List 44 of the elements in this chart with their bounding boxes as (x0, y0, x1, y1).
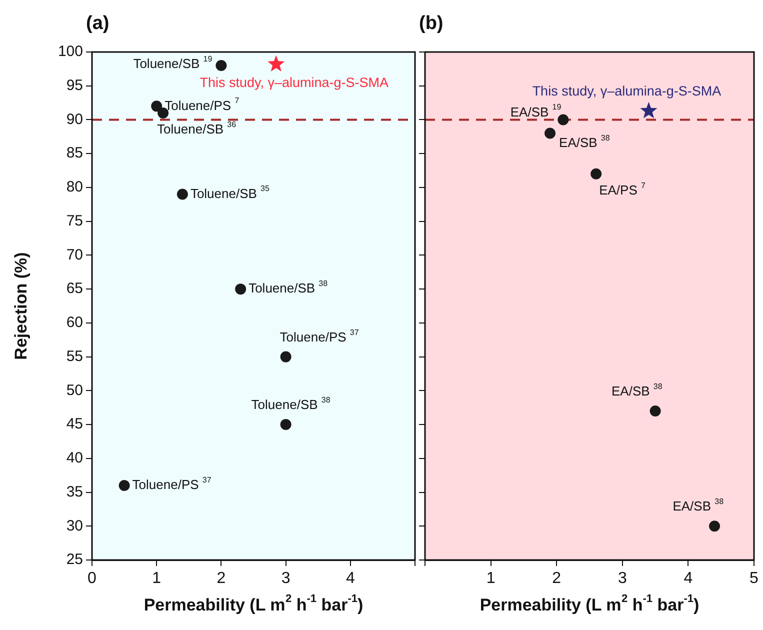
y-tick-label: 55 (66, 348, 83, 365)
y-tick-label: 25 (66, 551, 83, 568)
annotation: Toluene/SB 38 (248, 279, 328, 296)
x-tick-label: 4 (346, 570, 355, 588)
x-tick-label: 2 (552, 570, 562, 588)
y-tick-label: 50 (66, 382, 83, 399)
y-tick-label: 100 (58, 43, 83, 60)
y-tick-label: 30 (66, 517, 83, 534)
y-tick-label: 95 (66, 77, 83, 94)
x-tick-label: 1 (152, 570, 162, 588)
annotation: Toluene/PS 7 (164, 96, 240, 113)
chart-title: (a) (86, 13, 110, 34)
y-tick-label: 90 (66, 110, 83, 128)
y-tick-label: 75 (66, 212, 83, 230)
series-label: This study, γ–alumina-g-S-SMA (532, 84, 722, 99)
annotation: EA/SB 38 (559, 133, 610, 150)
annotation: Toluene/PS 37 (280, 328, 360, 344)
annotation: Toluene/SB 19 (133, 54, 213, 72)
annotation: EA/PS 7 (599, 180, 646, 198)
annotation: Toluene/SB 35 (190, 184, 270, 201)
annotation: Toluene/SB 38 (251, 396, 331, 412)
y-tick-label: 45 (66, 416, 83, 433)
y-tick-label: 35 (66, 483, 83, 500)
y-tick-label: 80 (66, 178, 83, 196)
y-tick-label: 65 (66, 280, 83, 298)
chart-title: (b) (419, 13, 444, 34)
y-axis-title: Rejection (%) (12, 252, 31, 360)
x-tick-label: 2 (216, 570, 226, 588)
annotation: Toluene/PS 37 (132, 475, 212, 492)
x-tick-label: 0 (88, 570, 97, 588)
annotation: EA/SB 38 (672, 497, 724, 514)
y-tick-label: 60 (66, 314, 83, 332)
annotation: Toluene/SB 36 (157, 120, 237, 137)
y-tick-label: 85 (66, 144, 83, 162)
x-tick-label: 4 (684, 570, 693, 588)
x-tick-label: 3 (618, 570, 627, 588)
annotation: EA/SB 19 (510, 102, 562, 120)
x-tick-label: 5 (750, 570, 759, 588)
y-tick-label: 70 (66, 246, 83, 264)
series-label: This study, γ–alumina-g-S-SMA (200, 74, 389, 90)
y-tick-label: 40 (66, 450, 83, 467)
annotation: EA/SB 38 (611, 382, 663, 399)
x-tick-label: 3 (281, 570, 290, 588)
x-tick-label: 1 (486, 570, 496, 588)
